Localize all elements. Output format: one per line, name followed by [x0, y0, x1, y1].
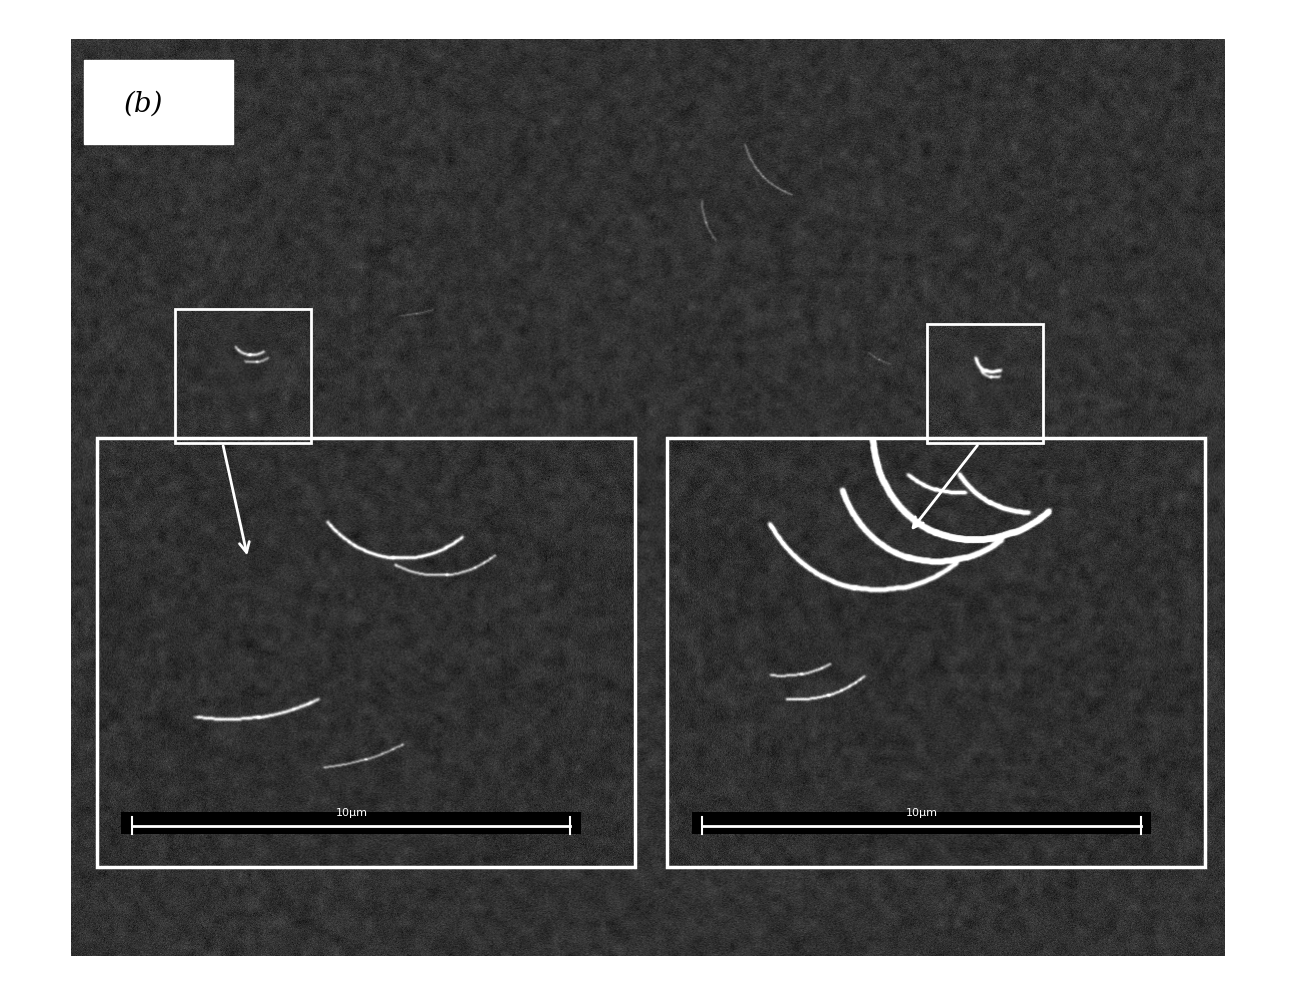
Bar	[84, 60, 233, 144]
Bar	[927, 324, 1043, 443]
Bar	[97, 438, 635, 867]
Bar	[692, 813, 1152, 834]
Text: 10μm: 10μm	[906, 808, 937, 818]
Text: 10μm: 10μm	[336, 808, 367, 818]
Bar	[122, 813, 581, 834]
Bar	[175, 309, 311, 443]
Text: (b): (b)	[124, 91, 163, 118]
Bar	[667, 438, 1205, 867]
